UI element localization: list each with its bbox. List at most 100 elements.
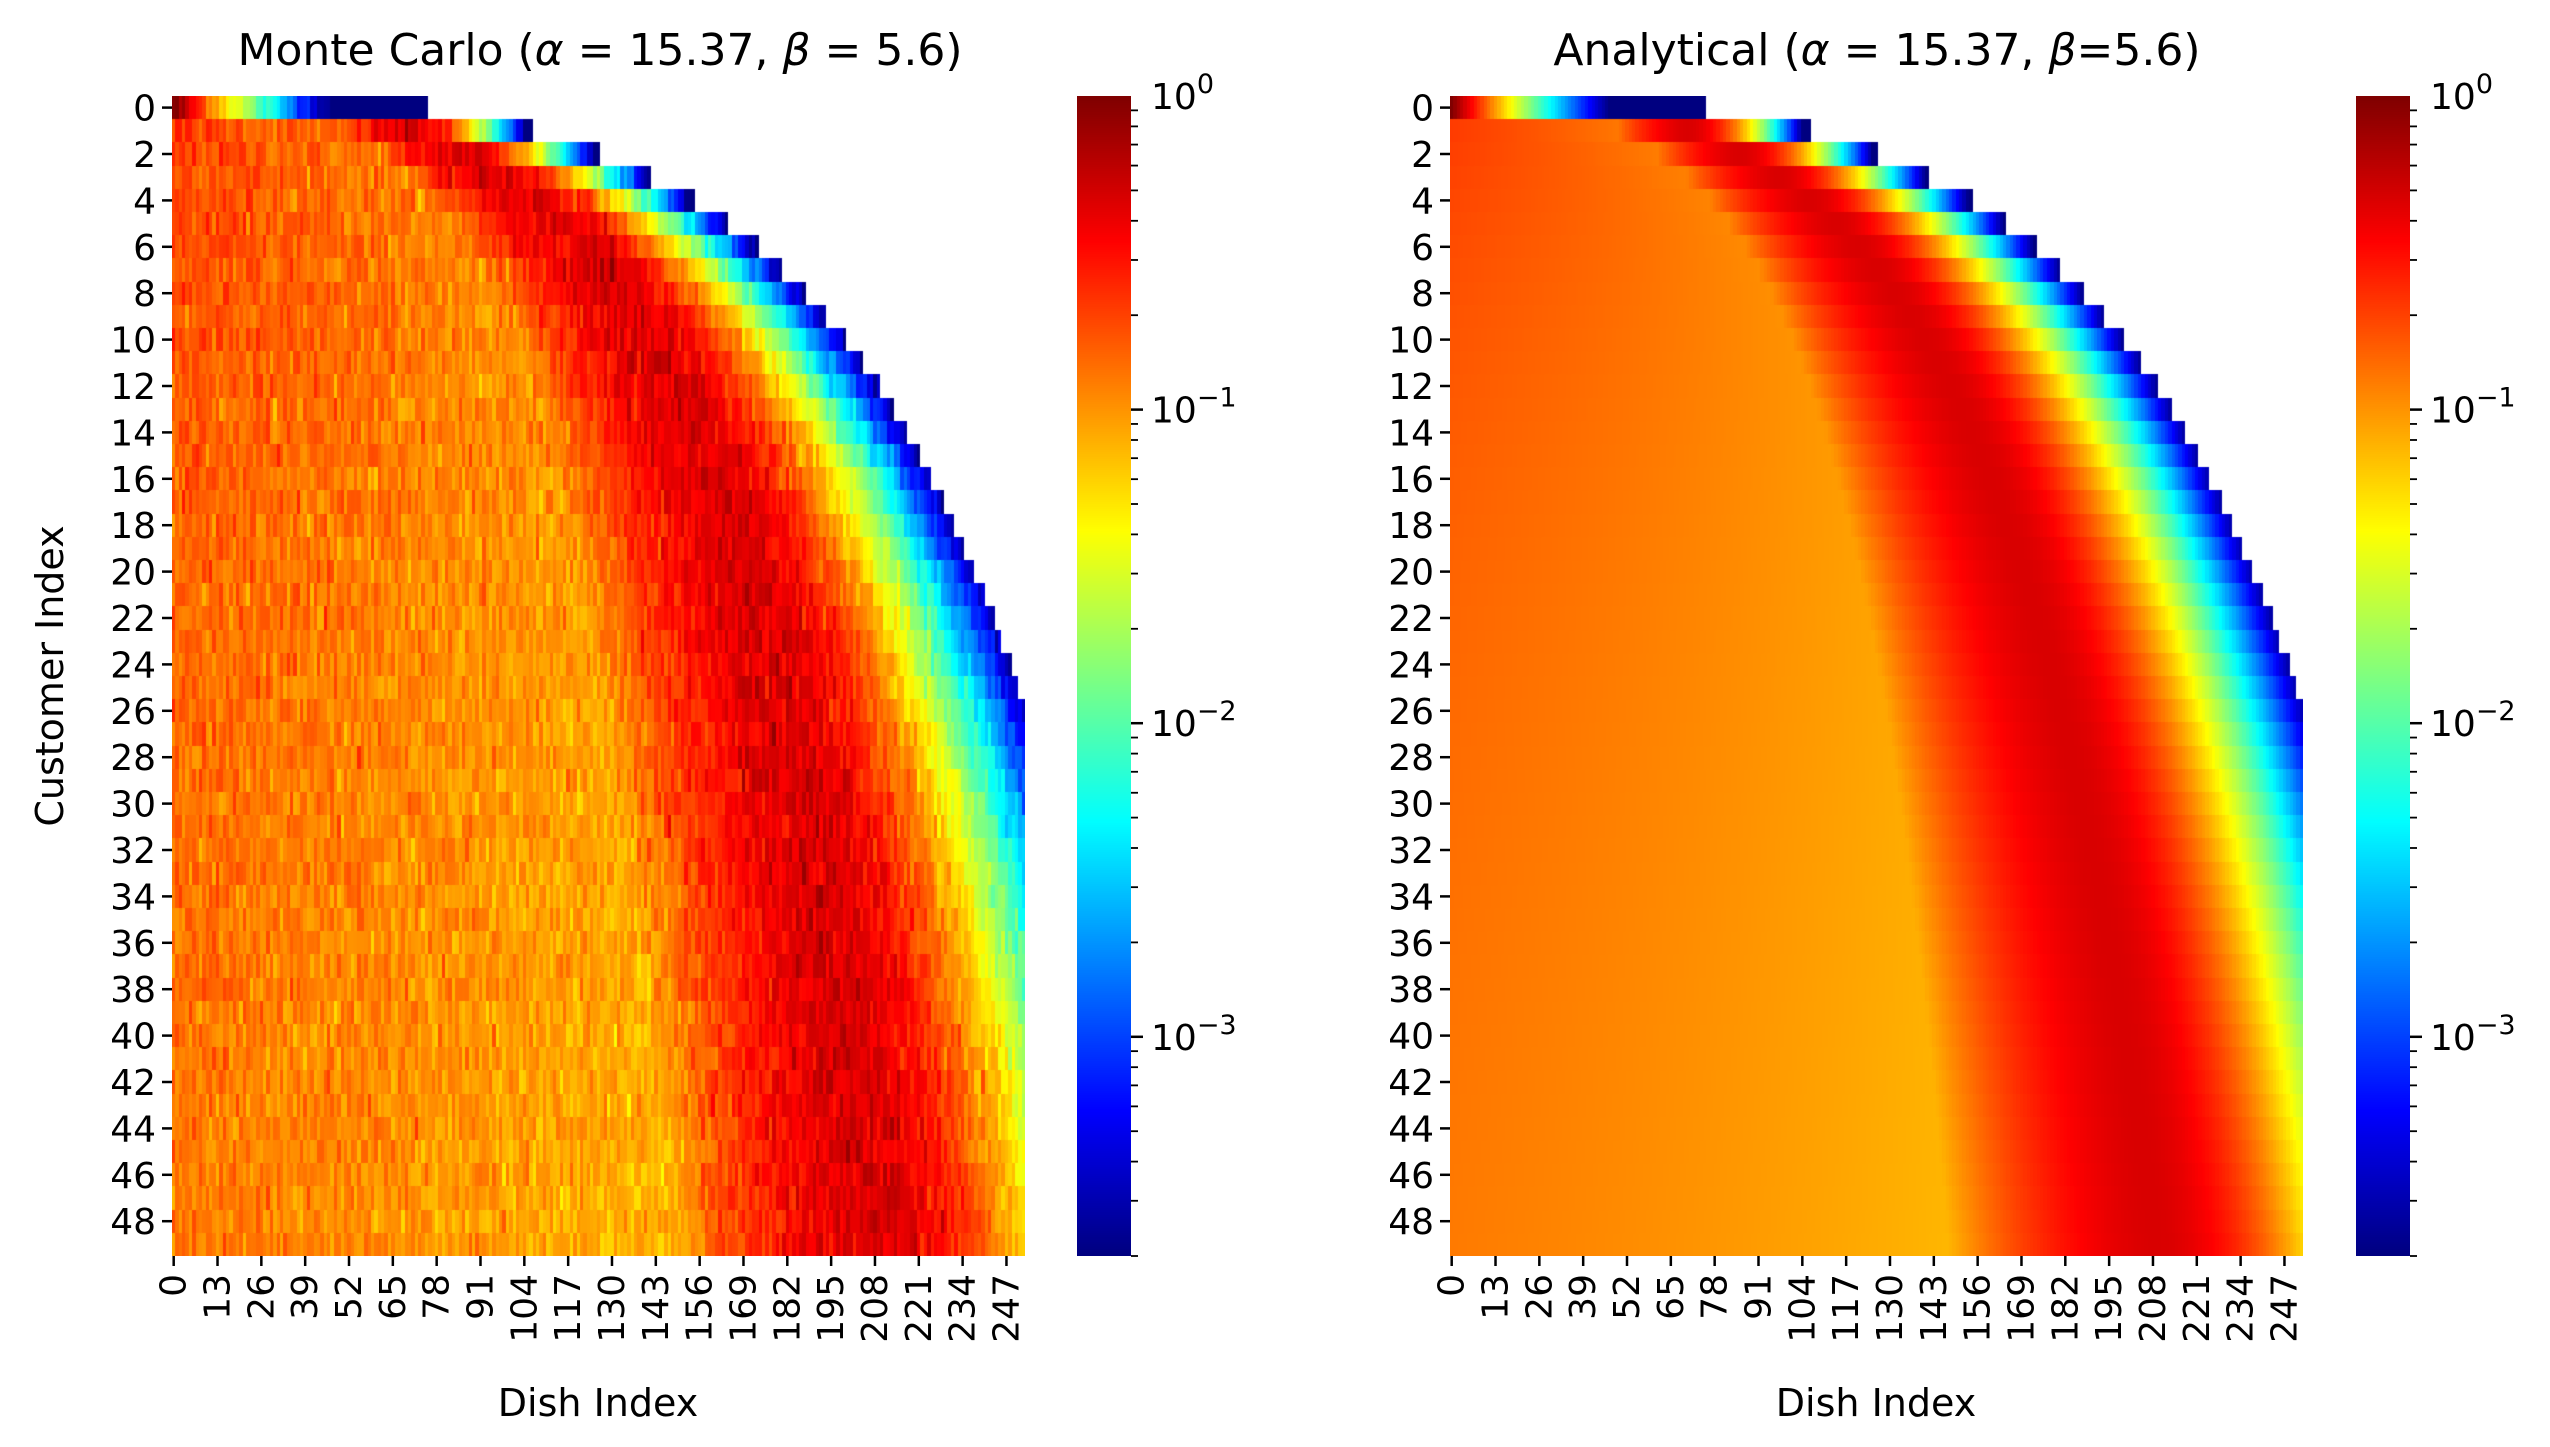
x-tick-label: 143 [636, 1274, 677, 1343]
x-axis-label: Dish Index [1776, 1381, 1976, 1425]
y-tick-label: 46 [1388, 1156, 1434, 1197]
y-tick-label: 14 [1388, 413, 1434, 454]
x-tick-label: 195 [811, 1274, 852, 1343]
y-tick-label: 12 [110, 367, 156, 408]
x-tick-label: 91 [1738, 1274, 1779, 1320]
x-tick-label: 13 [1476, 1274, 1517, 1320]
x-tick-label: 221 [899, 1274, 940, 1343]
y-tick-label: 10 [1388, 321, 1434, 362]
y-tick-label: 26 [1388, 692, 1434, 733]
y-tick-label: 20 [1388, 553, 1434, 594]
x-tick-label: 0 [154, 1274, 195, 1297]
x-tick-label: 169 [723, 1274, 764, 1343]
panel-analytical: Analytical (α = 15.37, β=5.6) 0 13 26 39 52 6… [1388, 25, 2515, 1425]
y-tick-label: 22 [110, 599, 156, 640]
x-tick-label: 26 [1519, 1274, 1560, 1320]
y-tick-label: 44 [1388, 1109, 1434, 1150]
y-tick-label: 30 [110, 785, 156, 826]
y-tick-label: 4 [133, 181, 156, 222]
x-tick-label: 104 [504, 1274, 545, 1343]
y-tick-label: 4 [1411, 181, 1434, 222]
x-tick-label: 156 [1958, 1274, 1999, 1343]
y-tick-label: 20 [110, 553, 156, 594]
y-axis: 0246810121416182022242628303234363840424… [110, 89, 172, 1243]
colorbar [2356, 96, 2410, 1256]
x-tick-label: 247 [2264, 1274, 2305, 1343]
y-tick-label: 36 [110, 924, 156, 965]
y-tick-label: 18 [1388, 506, 1434, 547]
y-tick-label: 12 [1388, 367, 1434, 408]
y-tick-label: 22 [1388, 599, 1434, 640]
y-tick-label: 40 [1388, 1017, 1434, 1058]
colorbar-tick-label: 10−2 [2430, 696, 2516, 745]
chart-title: Monte Carlo (α = 15.37, β = 5.6) [237, 25, 962, 76]
y-tick-label: 34 [110, 877, 156, 918]
y-tick-label: 24 [110, 645, 156, 686]
x-tick-label: 117 [548, 1274, 589, 1343]
colorbar-tick-label: 10−1 [2430, 383, 2516, 432]
x-tick-label: 234 [943, 1274, 984, 1343]
colorbar-tick-label: 100 [2430, 69, 2493, 118]
panel-monte-carlo: Monte Carlo (α = 15.37, β = 5.6) 0 13 26 39… [28, 25, 1237, 1425]
y-tick-label: 38 [1388, 970, 1434, 1011]
colorbar-axis: 100 10−1 10−2 10−3 [1131, 69, 1237, 1257]
x-tick-label: 221 [2177, 1274, 2218, 1343]
y-tick-label: 34 [1388, 877, 1434, 918]
y-tick-label: 2 [133, 135, 156, 176]
x-tick-label: 52 [329, 1274, 370, 1320]
y-tick-label: 36 [1388, 924, 1434, 965]
x-tick-label: 117 [1826, 1274, 1867, 1343]
y-tick-label: 10 [110, 321, 156, 362]
x-tick-label: 104 [1782, 1274, 1823, 1343]
y-tick-label: 48 [110, 1202, 156, 1243]
colorbar-tick-label: 10−2 [1151, 696, 1237, 745]
y-tick-label: 32 [110, 831, 156, 872]
y-tick-label: 6 [1411, 228, 1434, 269]
y-tick-label: 40 [110, 1017, 156, 1058]
x-tick-label: 52 [1607, 1274, 1648, 1320]
x-tick-label: 182 [2045, 1274, 2086, 1343]
x-tick-label: 182 [767, 1274, 808, 1343]
y-axis-label: Customer Index [28, 525, 72, 826]
x-tick-label: 169 [2001, 1274, 2042, 1343]
x-tick-label: 39 [285, 1274, 326, 1320]
colorbar-tick-label: 10−3 [2430, 1010, 2516, 1059]
y-tick-label: 24 [1388, 645, 1434, 686]
colorbar [1077, 96, 1131, 1256]
x-tick-label: 234 [2221, 1274, 2262, 1343]
x-tick-label: 195 [2089, 1274, 2130, 1343]
x-tick-label: 130 [592, 1274, 633, 1343]
y-tick-label: 46 [110, 1156, 156, 1197]
y-tick-label: 16 [1388, 460, 1434, 501]
y-tick-label: 6 [133, 228, 156, 269]
x-tick-label: 91 [460, 1274, 501, 1320]
x-axis-label: Dish Index [498, 1381, 698, 1425]
heatmap [172, 96, 1025, 1256]
x-tick-label: 13 [198, 1274, 239, 1320]
x-tick-label: 208 [2133, 1274, 2174, 1343]
colorbar-tick-label: 100 [1151, 69, 1214, 118]
y-tick-label: 26 [110, 692, 156, 733]
y-axis: 0246810121416182022242628303234363840424… [1388, 89, 1450, 1243]
y-tick-label: 32 [1388, 831, 1434, 872]
x-tick-label: 0 [1432, 1274, 1473, 1297]
x-tick-label: 130 [1870, 1274, 1911, 1343]
x-tick-label: 78 [1695, 1274, 1736, 1320]
x-tick-label: 247 [986, 1274, 1027, 1343]
x-axis: 0 13 26 39 52 65 78 91 104 117 130 143 156 169 182 195 2… [1432, 1256, 2305, 1343]
y-tick-label: 42 [110, 1063, 156, 1104]
x-tick-label: 39 [1563, 1274, 1604, 1320]
y-tick-label: 0 [133, 89, 156, 130]
y-tick-label: 28 [1388, 738, 1434, 779]
y-tick-label: 18 [110, 506, 156, 547]
heatmap [1450, 96, 2303, 1256]
y-tick-label: 14 [110, 413, 156, 454]
x-tick-label: 156 [680, 1274, 721, 1343]
x-tick-label: 208 [855, 1274, 896, 1343]
x-tick-label: 78 [417, 1274, 458, 1320]
x-axis: 0 13 26 39 52 65 78 91 104 117 130 143 156 169 182 195 2… [154, 1256, 1027, 1343]
y-tick-label: 48 [1388, 1202, 1434, 1243]
x-tick-label: 65 [373, 1274, 414, 1320]
x-tick-label: 143 [1914, 1274, 1955, 1343]
